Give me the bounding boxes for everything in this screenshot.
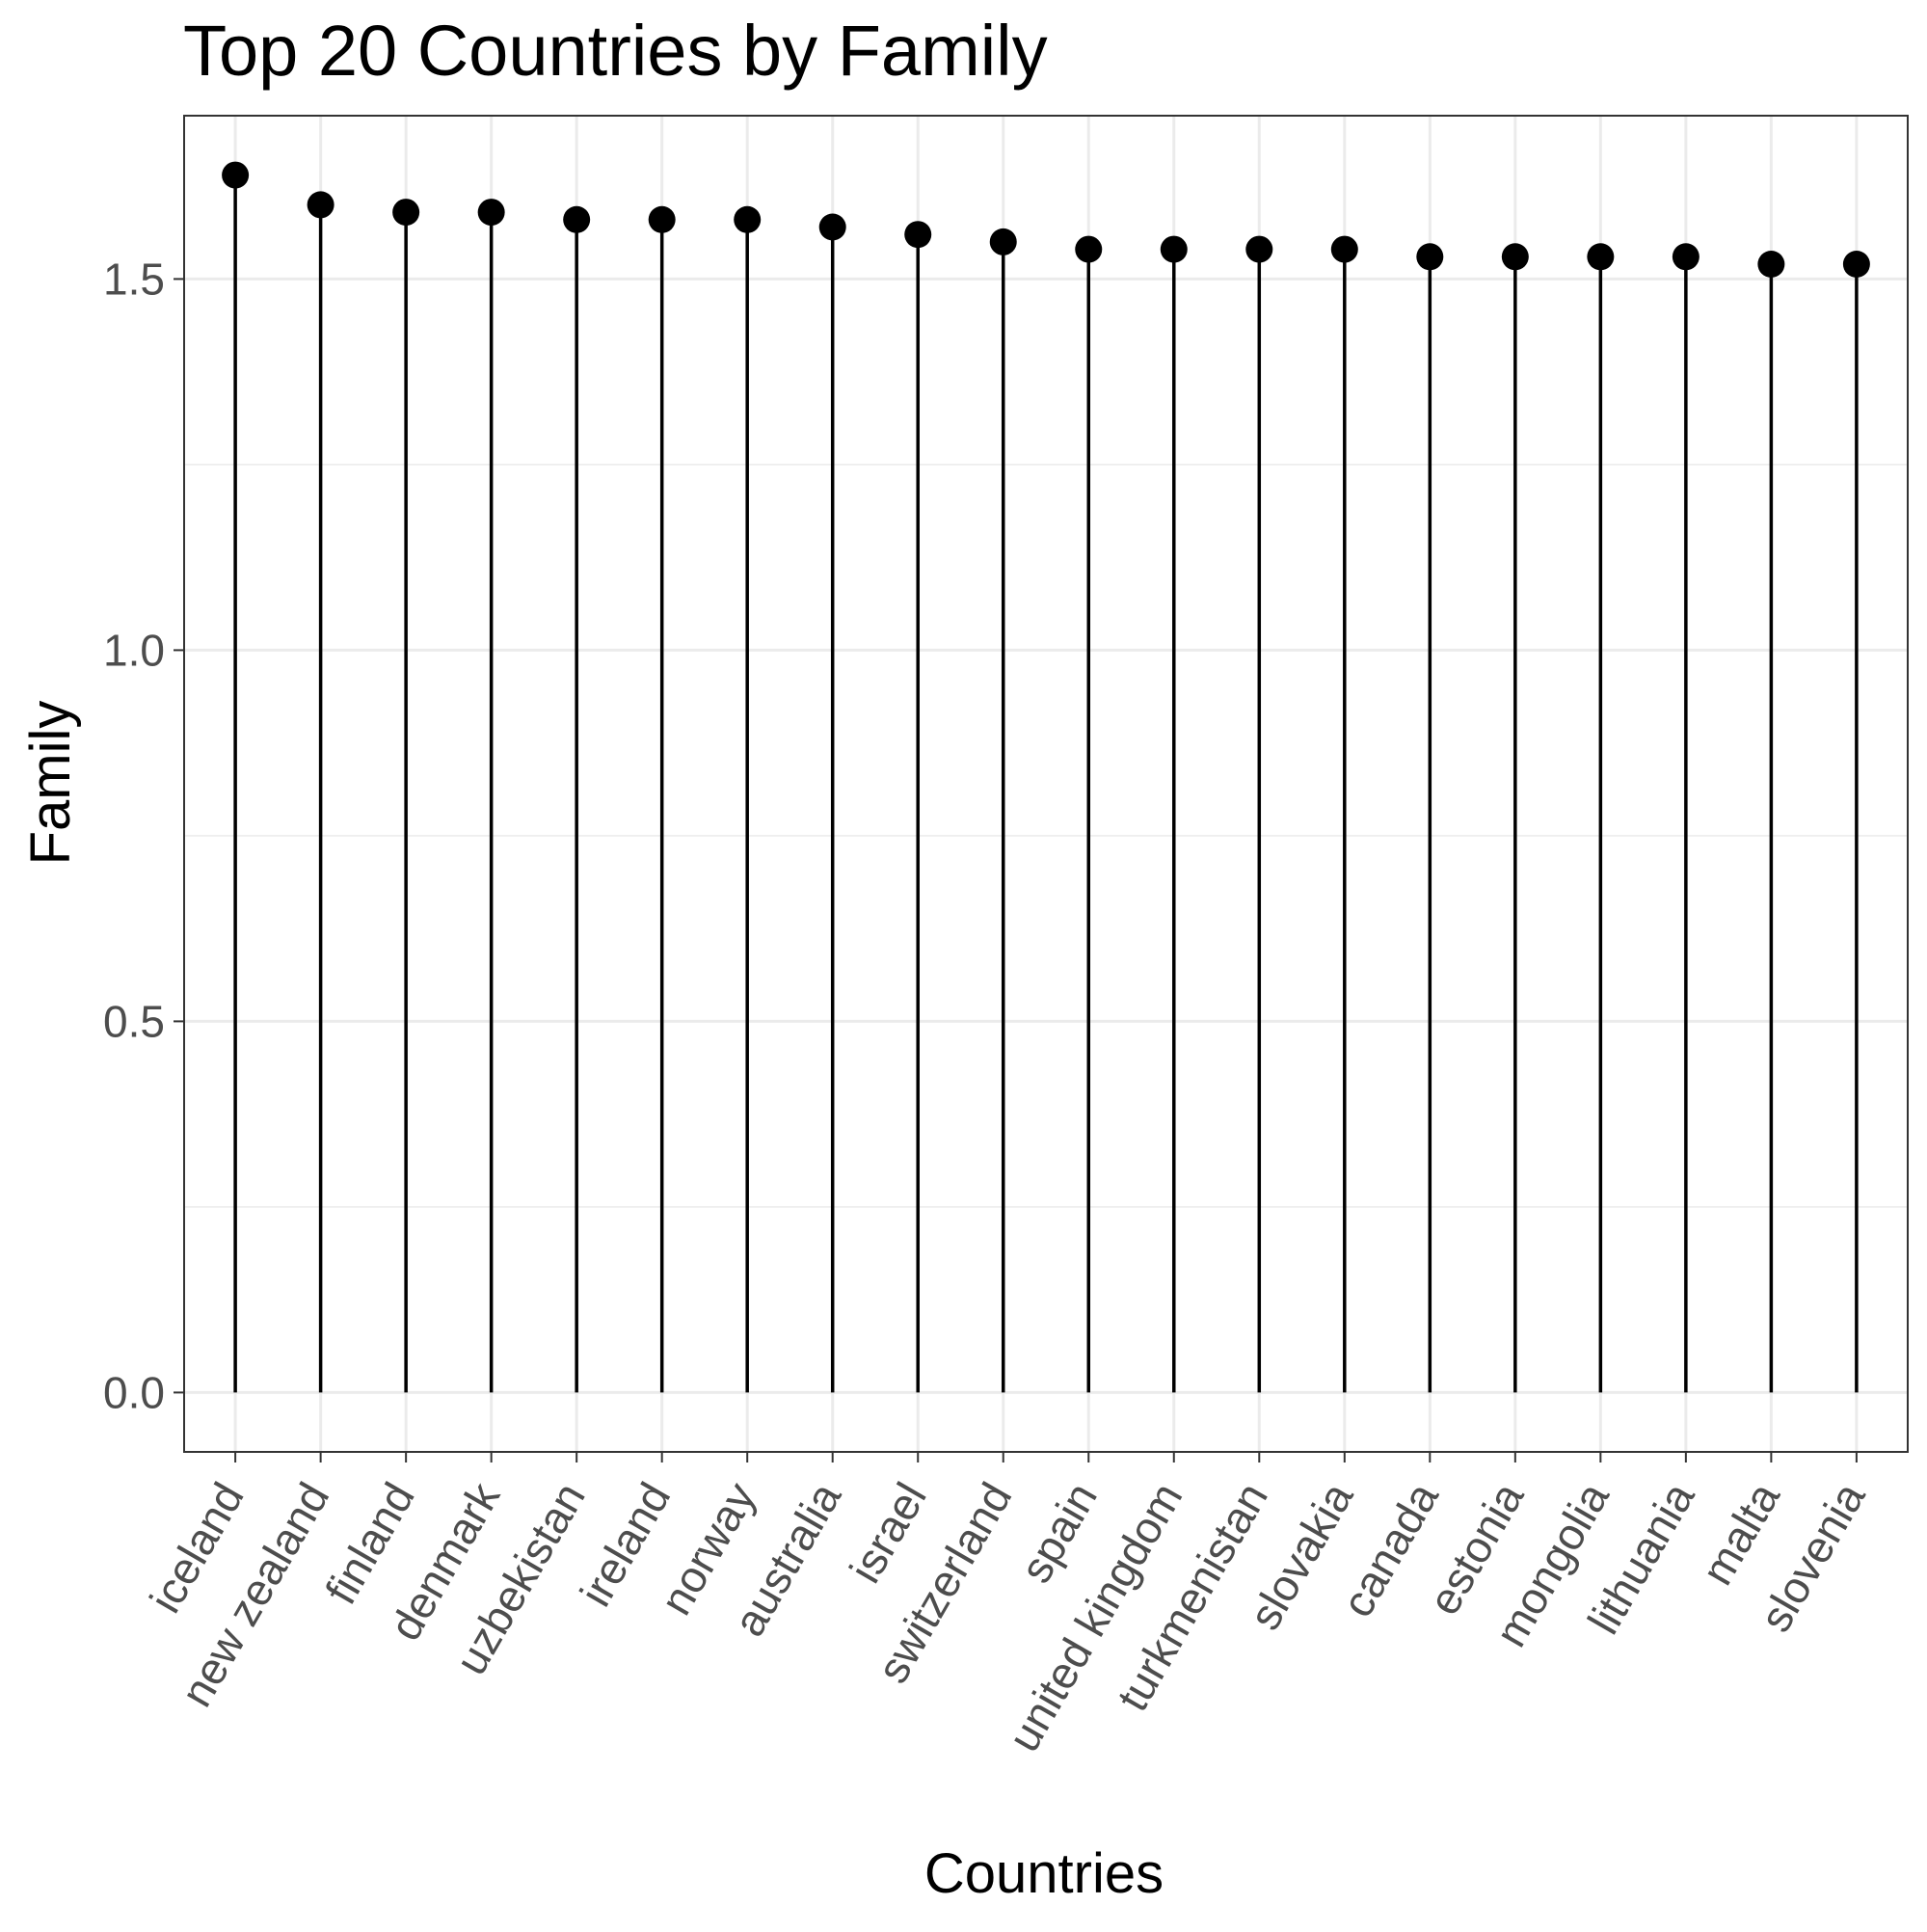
y-tick-label: 0.0 xyxy=(103,1367,165,1417)
data-point xyxy=(478,199,505,226)
data-point xyxy=(904,221,931,248)
data-point xyxy=(1075,236,1102,263)
data-point xyxy=(222,162,249,189)
data-point xyxy=(990,228,1017,255)
data-point xyxy=(1416,243,1443,270)
data-point xyxy=(563,206,590,233)
plot-panel xyxy=(184,116,1908,1452)
data-point xyxy=(1843,251,1870,278)
data-point xyxy=(819,214,846,241)
data-point xyxy=(308,191,335,218)
data-point xyxy=(392,199,419,226)
data-point xyxy=(1331,236,1358,263)
data-point xyxy=(1502,243,1529,270)
data-point xyxy=(734,206,761,233)
data-point xyxy=(1673,243,1700,270)
data-point xyxy=(1245,236,1272,263)
chart-title: Top 20 Countries by Family xyxy=(183,11,1048,91)
data-point xyxy=(1161,236,1188,263)
y-tick-label: 0.5 xyxy=(103,996,165,1046)
x-axis-title: Countries xyxy=(924,1842,1164,1905)
y-tick-label: 1.0 xyxy=(103,625,165,675)
data-point xyxy=(1587,243,1614,270)
y-tick-label: 1.5 xyxy=(103,254,165,304)
y-axis-title: Family xyxy=(19,701,82,866)
data-point xyxy=(649,206,676,233)
data-point xyxy=(1757,251,1784,278)
